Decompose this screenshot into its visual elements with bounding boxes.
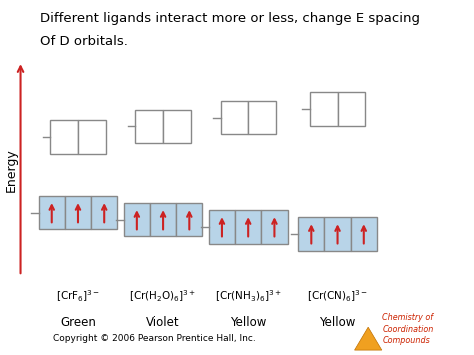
- Bar: [209, 210, 235, 244]
- Text: Chemistry of: Chemistry of: [382, 313, 433, 322]
- Bar: [163, 110, 191, 143]
- Bar: [220, 101, 248, 134]
- Text: Energy: Energy: [4, 149, 17, 192]
- Bar: [351, 217, 377, 251]
- Text: Yellow: Yellow: [230, 316, 266, 329]
- Text: Copyright © 2006 Pearson Prentice Hall, Inc.: Copyright © 2006 Pearson Prentice Hall, …: [53, 334, 256, 343]
- Text: Compounds: Compounds: [382, 336, 430, 345]
- Bar: [50, 120, 78, 154]
- Bar: [176, 203, 202, 236]
- Bar: [337, 92, 365, 126]
- Text: Coordination: Coordination: [382, 325, 434, 334]
- Polygon shape: [355, 327, 382, 350]
- Text: $[\mathrm{CrF_6}]^{3-}$: $[\mathrm{CrF_6}]^{3-}$: [56, 289, 100, 304]
- Text: $[\mathrm{Cr(NH_3)_6}]^{3+}$: $[\mathrm{Cr(NH_3)_6}]^{3+}$: [215, 289, 282, 304]
- Bar: [235, 210, 261, 244]
- Text: Green: Green: [60, 316, 96, 329]
- Bar: [136, 110, 163, 143]
- Bar: [324, 217, 351, 251]
- Text: $[\mathrm{Cr(H_2O)_6}]^{3+}$: $[\mathrm{Cr(H_2O)_6}]^{3+}$: [129, 289, 197, 304]
- Bar: [150, 203, 176, 236]
- Text: Of D orbitals.: Of D orbitals.: [40, 35, 128, 48]
- Bar: [38, 196, 65, 229]
- Bar: [65, 196, 91, 229]
- Bar: [248, 101, 276, 134]
- Text: Yellow: Yellow: [319, 316, 356, 329]
- Text: Violet: Violet: [146, 316, 180, 329]
- Bar: [298, 217, 324, 251]
- Bar: [78, 120, 106, 154]
- Bar: [124, 203, 150, 236]
- Bar: [310, 92, 337, 126]
- Text: $[\mathrm{Cr(CN)_6}]^{3-}$: $[\mathrm{Cr(CN)_6}]^{3-}$: [307, 289, 368, 304]
- Text: Different ligands interact more or less, change E spacing: Different ligands interact more or less,…: [40, 12, 419, 25]
- Bar: [261, 210, 288, 244]
- Bar: [91, 196, 118, 229]
